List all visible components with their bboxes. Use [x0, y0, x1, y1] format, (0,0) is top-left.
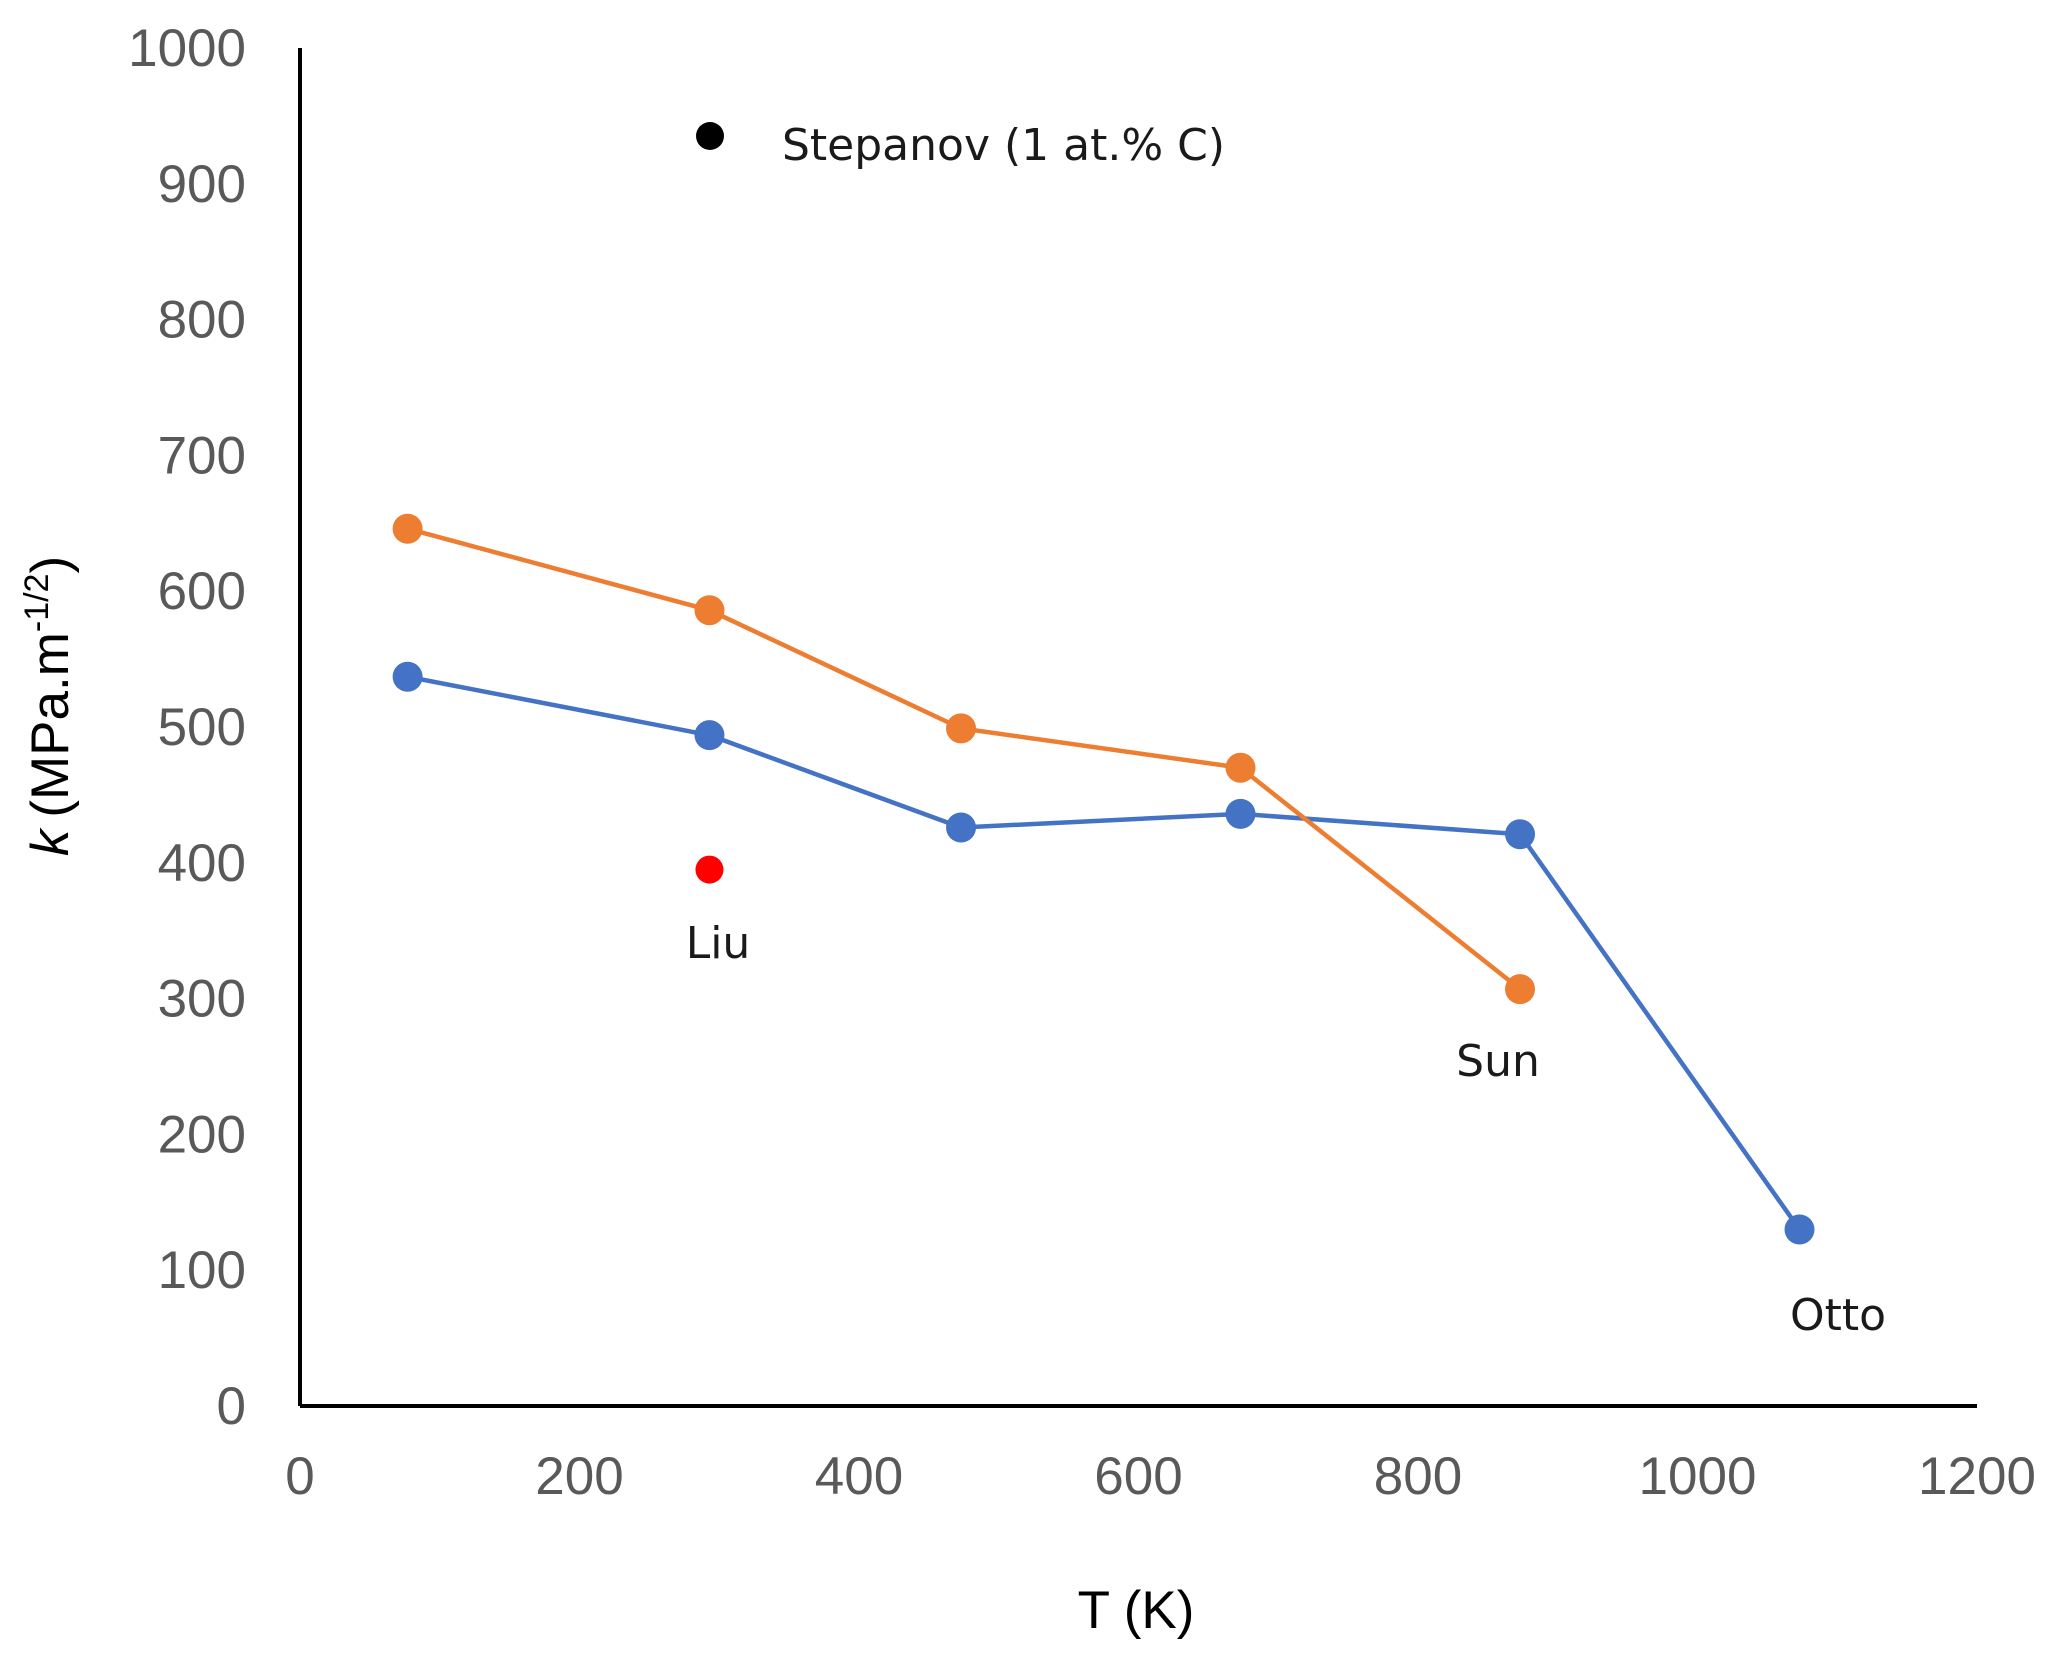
x-tick-label: 1000	[1639, 1447, 1757, 1506]
y-axis-title: k (MPa.m-1/2)	[18, 556, 80, 856]
y-axis-symbol: k	[21, 827, 80, 856]
x-tick-label: 800	[1374, 1447, 1462, 1506]
data-point-sun	[1505, 974, 1536, 1005]
y-tick-label: 800	[158, 291, 246, 350]
y-tick-labels: 0 100 200 300 400 500 600 700 800 900 1000	[128, 19, 246, 1436]
y-axis-units-exponent: -1/2	[18, 574, 56, 633]
annotation-sun: Sun	[1456, 1036, 1540, 1087]
y-axis-units-prefix: (MPa.m	[21, 632, 80, 818]
axes	[298, 48, 1977, 1408]
legend-marker	[696, 122, 724, 150]
data-point-otto	[946, 812, 977, 843]
y-tick-label: 600	[158, 562, 246, 621]
annotation-liu: Liu	[686, 918, 751, 969]
data-point-otto	[694, 720, 725, 751]
data-point-sun	[1225, 752, 1256, 783]
data-point-liu	[695, 855, 724, 884]
series-line-sun	[407, 526, 1522, 991]
data-point-sun	[946, 713, 977, 744]
y-axis-units-suffix: )	[21, 556, 80, 574]
y-tick-label: 400	[158, 834, 246, 893]
x-tick-label: 0	[285, 1447, 314, 1506]
x-tick-labels: 0 200 400 600 800 1000 1200	[285, 1447, 2036, 1506]
y-tick-label: 100	[158, 1241, 246, 1300]
y-tick-label: 200	[158, 1105, 246, 1164]
y-tick-label: 0	[217, 1377, 246, 1436]
data-point-otto	[1225, 798, 1256, 829]
annotation-otto: Otto	[1790, 1290, 1886, 1341]
single-points	[695, 855, 724, 884]
series-group	[392, 513, 1815, 1245]
data-point-sun	[694, 595, 725, 626]
y-tick-label: 900	[158, 155, 246, 214]
y-tick-label: 300	[158, 970, 246, 1029]
x-tick-label: 600	[1094, 1447, 1182, 1506]
x-axis-title: T (K)	[1078, 1581, 1195, 1640]
data-point-otto	[1505, 819, 1536, 850]
x-tick-label: 1200	[1918, 1447, 2036, 1506]
y-tick-label: 500	[158, 698, 246, 757]
x-tick-label: 200	[535, 1447, 623, 1506]
y-tick-label: 700	[158, 426, 246, 485]
data-point-otto	[392, 661, 423, 692]
data-point-sun	[392, 513, 423, 544]
legend: Stepanov (1 at.% C)	[696, 120, 1225, 171]
series-line-otto	[407, 674, 1802, 1231]
data-point-otto	[1784, 1214, 1815, 1245]
legend-label: Stepanov (1 at.% C)	[782, 120, 1225, 171]
y-tick-label: 1000	[128, 19, 246, 78]
x-tick-label: 400	[815, 1447, 903, 1506]
